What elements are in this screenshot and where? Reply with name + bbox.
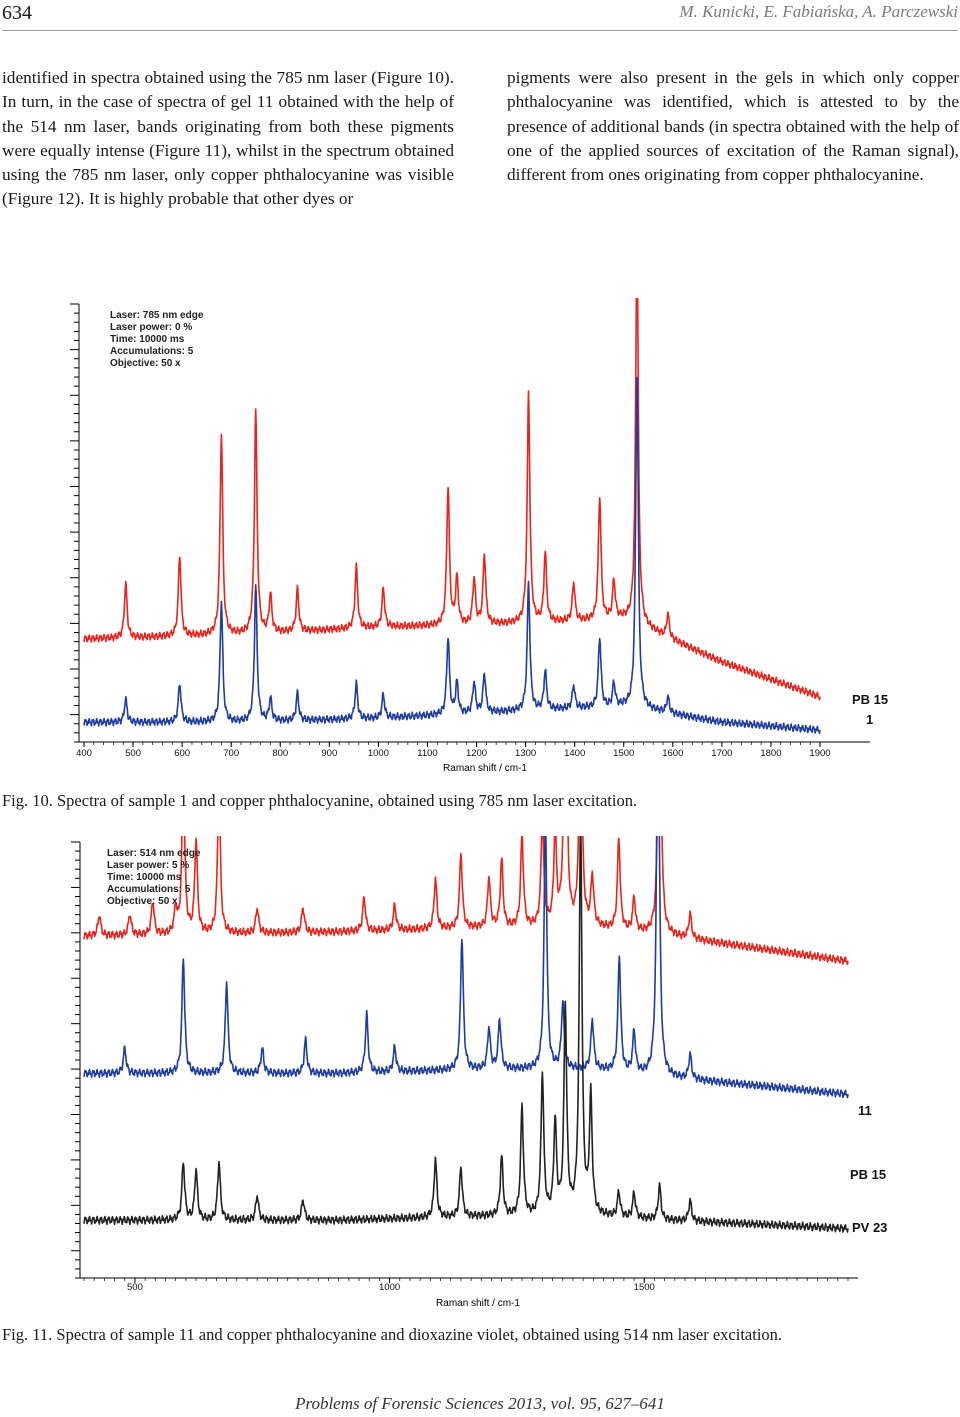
figure-11-spectra-chart: 500 1000 1500 11 PB 15 PV 23 Laser: 514 nm e… [71,836,887,1309]
fig11-info-line: Objective: 50 x [107,896,178,907]
series-line-pb-15 [83,836,849,1099]
fig11-series [83,836,849,1233]
fig10-info-block: Laser: 785 nm edge Laser power: 0 % Time… [110,310,204,369]
series-label-11: 11 [858,1103,872,1118]
fig11-x-ticks: 500 1000 1500 [83,1278,849,1293]
x-tick-label: 1500 [634,1282,655,1293]
x-tick-label: 500 [125,748,141,759]
fig11-info-block: Laser: 514 nm edge Laser power: 5 % Time… [107,848,201,907]
x-tick-label: 1300 [515,748,536,759]
fig10-x-axis-label: Raman shift / cm-1 [443,763,527,774]
header-rule [2,30,958,31]
series-line-pv-23 [83,836,849,1233]
x-tick-label: 1000 [379,1282,400,1293]
journal-footer: Problems of Forensic Sciences 2013, vol.… [295,1394,665,1413]
fig10-legend: PB 15 1 [852,692,888,727]
fig10-y-ticks [70,303,79,743]
x-tick-label: 1800 [760,748,781,759]
fig11-info-line: Time: 10000 ms [107,872,182,883]
series-label-pb-15: PB 15 [852,692,888,707]
series-label-pb-15: PB 15 [850,1167,886,1182]
body-right-column: pigments were also present in the gels i… [507,68,959,185]
fig10-info-line: Laser power: 0 % [110,322,192,333]
fig10-info-line: Accumulations: 5 [110,346,194,357]
x-tick-label: 1400 [564,748,585,759]
figure-10-caption: Fig. 10. Spectra of sample 1 and copper … [2,791,638,810]
x-tick-label: 1000 [368,748,389,759]
fig10-info-line: Laser: 785 nm edge [110,310,204,321]
series-line-pb-15 [83,298,821,701]
fig10-info-line: Objective: 50 x [110,358,181,369]
x-tick-label: 1100 [417,748,437,759]
x-tick-label: 1500 [613,748,634,759]
fig11-y-ticks [71,841,80,1279]
page-header: 634 M. Kunicki, E. Fabiańska, A. Parczew… [0,0,960,31]
page-number: 634 [2,2,32,24]
series-line-11 [83,836,849,966]
fig11-info-line: Accumulations: 5 [107,884,191,895]
fig10-info-line: Time: 10000 ms [110,334,185,345]
fig11-info-line: Laser: 514 nm edge [107,848,201,859]
running-authors: M. Kunicki, E. Fabiańska, A. Parczewski [679,2,958,21]
series-line-1 [83,376,821,734]
figure-10-spectra-chart: 400 500 600 700 800 900 1000 1100 1200 1300 1400 15… [70,298,888,774]
x-tick-label: 400 [76,748,92,759]
x-tick-label: 500 [127,1282,143,1293]
fig10-series [83,298,821,734]
x-tick-label: 900 [321,748,337,759]
x-tick-label: 700 [223,748,239,759]
figure-11-caption: Fig. 11. Spectra of sample 11 and copper… [2,1325,783,1344]
body-left-column: identified in spectra obtained using the… [2,68,454,209]
fig11-info-line: Laser power: 5 % [107,860,189,871]
fig10-x-ticks: 400 500 600 700 800 900 1000 1100 1200 1300 1400 15… [76,742,831,759]
x-tick-label: 1700 [711,748,732,759]
fig11-legend: 11 PB 15 PV 23 [850,1103,887,1235]
x-tick-label: 600 [174,748,190,759]
series-label-pv-23: PV 23 [852,1220,887,1235]
series-label-1: 1 [866,712,873,727]
x-tick-label: 1900 [809,748,830,759]
x-tick-label: 1200 [466,748,487,759]
fig11-x-axis-label: Raman shift / cm-1 [436,1298,520,1309]
x-tick-label: 1600 [662,748,683,759]
x-tick-label: 800 [272,748,288,759]
